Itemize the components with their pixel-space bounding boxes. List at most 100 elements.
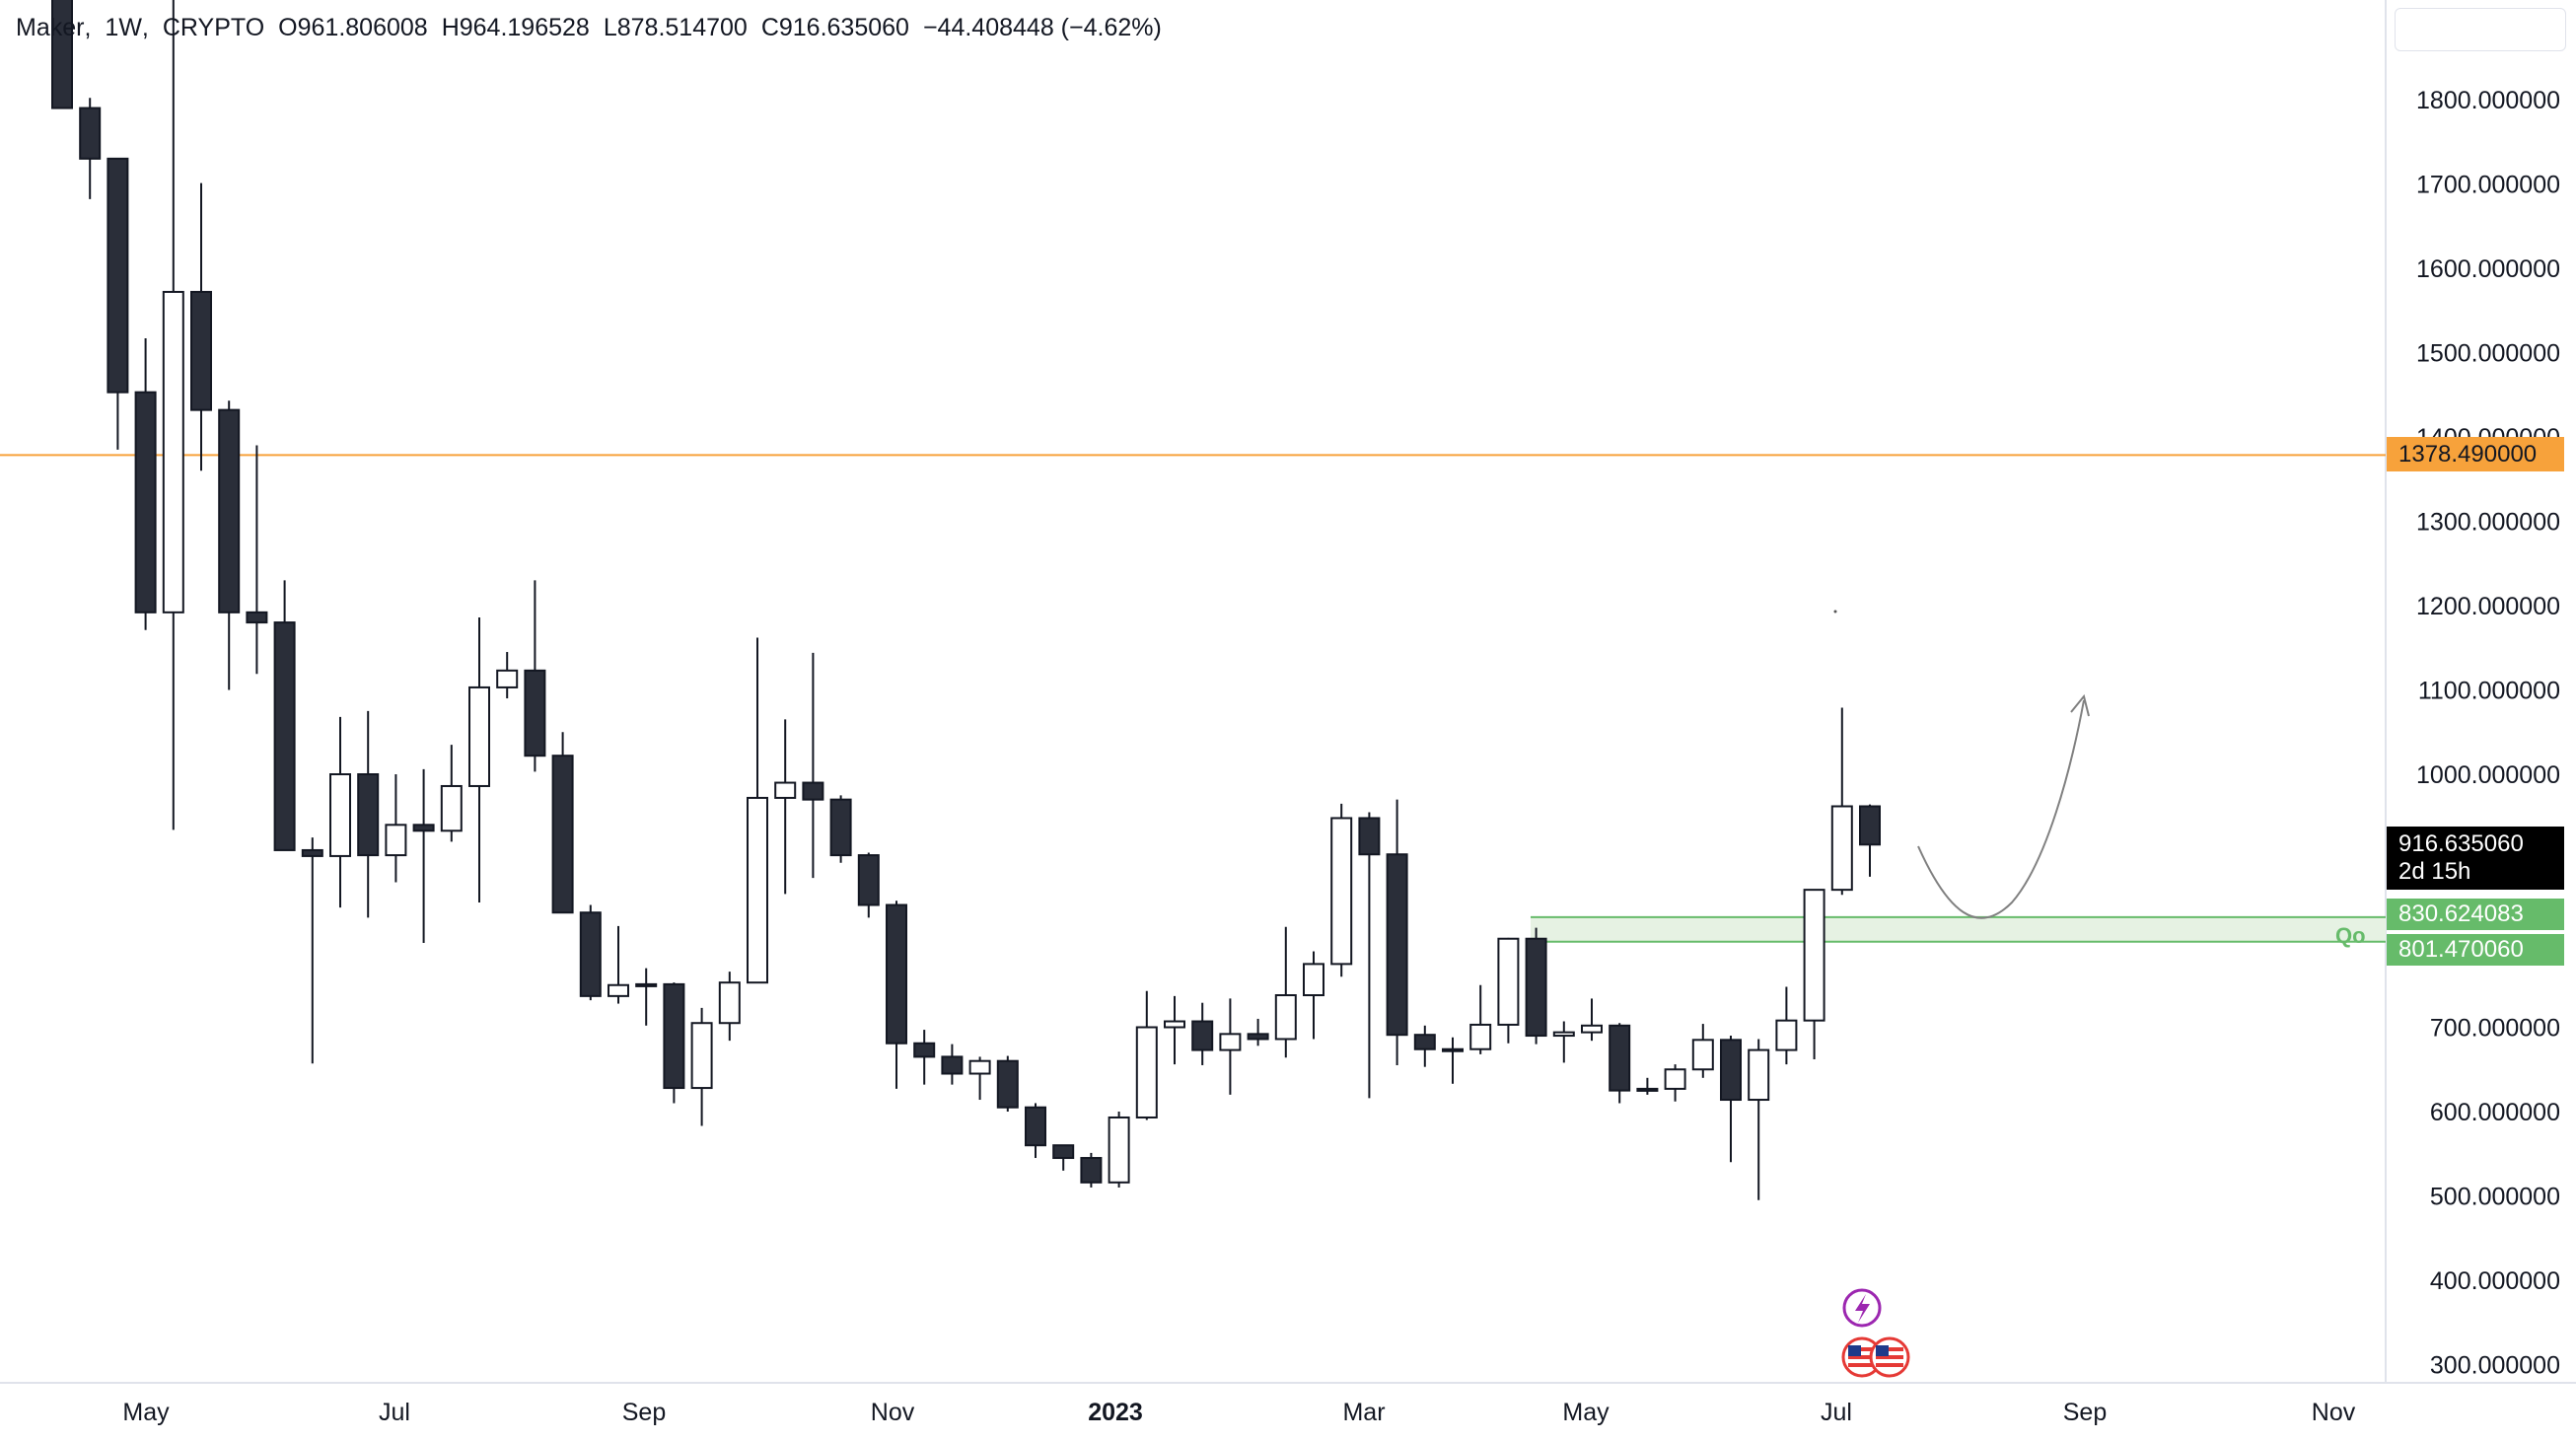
y-tick-label: 1200.000000 <box>2416 593 2560 620</box>
candle[interactable] <box>1525 927 1547 1045</box>
candle[interactable] <box>1469 984 1492 1054</box>
candle-body-up <box>1497 937 1520 1026</box>
candle-body-up <box>440 784 463 832</box>
symbol-name[interactable]: Maker <box>16 14 85 41</box>
candle[interactable] <box>1191 1002 1214 1065</box>
candle[interactable] <box>1581 998 1603 1042</box>
candle[interactable] <box>1358 812 1381 1099</box>
candle[interactable] <box>913 1030 936 1085</box>
candle[interactable] <box>1080 1152 1103 1188</box>
candle[interactable] <box>1442 1037 1464 1084</box>
candle-body-down <box>412 824 435 832</box>
candle[interactable] <box>1664 1064 1686 1102</box>
candle[interactable] <box>524 580 546 772</box>
candle[interactable] <box>941 1044 964 1085</box>
candle[interactable] <box>468 616 490 902</box>
candle[interactable] <box>1552 1021 1575 1063</box>
candle[interactable] <box>79 98 102 199</box>
price-axis[interactable]: 300.000000 400.000000 500.000000 600.000000… <box>2416 87 2560 1380</box>
candle[interactable] <box>1748 1039 1770 1200</box>
us-flag-icon[interactable] <box>1841 1336 1883 1378</box>
candle-body-up <box>608 983 629 997</box>
candle[interactable] <box>690 1007 713 1126</box>
candle[interactable] <box>1775 986 1798 1065</box>
projection-arrow[interactable] <box>1833 610 2090 919</box>
candle[interactable] <box>551 732 574 914</box>
candle[interactable] <box>1386 799 1408 1065</box>
candle[interactable] <box>1219 998 1242 1095</box>
candle-body-down <box>134 391 157 613</box>
candle[interactable] <box>608 925 629 1004</box>
candle[interactable] <box>1497 937 1520 1044</box>
candlesticks <box>51 0 1881 1200</box>
candle[interactable] <box>246 445 268 675</box>
candle[interactable] <box>301 837 323 1064</box>
candle[interactable] <box>774 719 797 895</box>
candle[interactable] <box>357 710 380 918</box>
candle[interactable] <box>718 972 741 1042</box>
candle[interactable] <box>996 1055 1019 1112</box>
candle[interactable] <box>51 0 73 109</box>
candle[interactable] <box>496 652 519 699</box>
candle-body-up <box>718 981 741 1025</box>
demand-zone[interactable] <box>1531 915 2386 943</box>
candle[interactable] <box>134 337 157 630</box>
candle-body-up <box>496 669 519 688</box>
candle[interactable] <box>385 774 407 883</box>
candle-body-up <box>1803 889 1825 1022</box>
candle[interactable] <box>1803 889 1825 1059</box>
candle[interactable] <box>1609 1023 1631 1104</box>
candle[interactable] <box>440 745 463 842</box>
candle-body-down <box>190 290 212 411</box>
symbol-legend: Maker, 1W, CRYPTO O961.806008 H964.19652… <box>16 14 1162 41</box>
candle-body-down <box>996 1059 1019 1109</box>
candle[interactable] <box>190 182 212 471</box>
close-value: C916.635060 <box>760 14 909 41</box>
candle-body-down <box>51 0 73 109</box>
candle[interactable] <box>747 637 768 984</box>
candle[interactable] <box>1720 1036 1742 1163</box>
candle[interactable] <box>218 400 241 690</box>
candle-body-down <box>1358 817 1381 856</box>
candle[interactable] <box>1691 1024 1714 1078</box>
low-value: L878.514700 <box>603 14 748 41</box>
candle[interactable] <box>1164 995 1185 1065</box>
candle[interactable] <box>1135 990 1158 1120</box>
candle[interactable] <box>635 968 658 1026</box>
candle[interactable] <box>1052 1144 1075 1171</box>
candle[interactable] <box>968 1056 991 1101</box>
candle[interactable] <box>579 904 602 1001</box>
event-icons[interactable] <box>1841 1288 1910 1378</box>
candle[interactable] <box>1274 926 1297 1058</box>
zone-bottom-badge: 801.470060 <box>2387 934 2564 966</box>
candle[interactable] <box>1859 804 1881 877</box>
time-axis[interactable]: May Jul Sep Nov 2023 Mar May Jul Sep Nov <box>122 1399 2355 1426</box>
candle[interactable] <box>1108 1112 1130 1188</box>
candle[interactable] <box>1025 1103 1046 1159</box>
candle[interactable] <box>412 768 435 943</box>
us-flag-icon[interactable] <box>1869 1336 1910 1378</box>
annotation-dot <box>1833 610 1837 613</box>
candle[interactable] <box>1330 803 1353 977</box>
axis-top-box[interactable] <box>2395 8 2566 51</box>
candle[interactable] <box>273 580 296 851</box>
candle[interactable] <box>886 901 907 1089</box>
zone-label[interactable]: Qo <box>2335 923 2366 948</box>
candle[interactable] <box>107 157 129 450</box>
candle[interactable] <box>829 795 852 863</box>
candle[interactable] <box>1830 707 1853 896</box>
y-tick-label: 300.000000 <box>2430 1352 2560 1380</box>
candle[interactable] <box>802 652 824 879</box>
candle[interactable] <box>857 852 880 918</box>
candle-body-down <box>524 669 546 757</box>
candle[interactable] <box>663 982 685 1104</box>
candle[interactable] <box>1636 1077 1659 1095</box>
candle[interactable] <box>329 716 351 908</box>
candle[interactable] <box>1247 1018 1269 1046</box>
candle[interactable] <box>1303 951 1324 1040</box>
candle[interactable] <box>1413 1025 1436 1067</box>
candle[interactable] <box>162 0 184 830</box>
lightning-icon[interactable] <box>1842 1288 1882 1328</box>
